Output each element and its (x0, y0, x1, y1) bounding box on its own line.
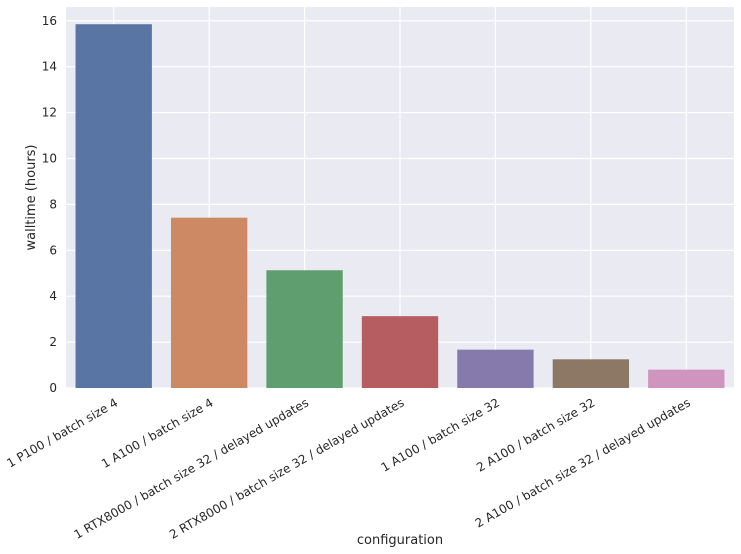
bar (457, 349, 534, 388)
x-axis-ticks: 1 P100 / batch size 41 A100 / batch size… (4, 395, 692, 541)
y-tick-label: 14 (42, 60, 57, 74)
y-tick-label: 10 (42, 151, 57, 165)
y-axis-label: walltime (hours) (24, 144, 39, 250)
y-tick-label: 16 (42, 14, 57, 28)
x-axis-label: configuration (357, 533, 443, 548)
y-tick-label: 0 (49, 381, 57, 395)
bar (552, 359, 630, 388)
y-tick-label: 6 (49, 243, 57, 257)
y-tick-label: 8 (49, 197, 57, 211)
y-axis-ticks: 0 2 4 6 8 10 12 14 16 (42, 14, 57, 395)
y-tick-label: 12 (42, 106, 57, 120)
y-tick-label: 4 (49, 289, 57, 303)
bar (75, 24, 152, 388)
bar (648, 369, 725, 388)
bar (266, 270, 343, 388)
y-tick-label: 2 (49, 335, 57, 349)
bar (170, 217, 248, 388)
bars (75, 24, 725, 388)
bar (361, 316, 439, 388)
